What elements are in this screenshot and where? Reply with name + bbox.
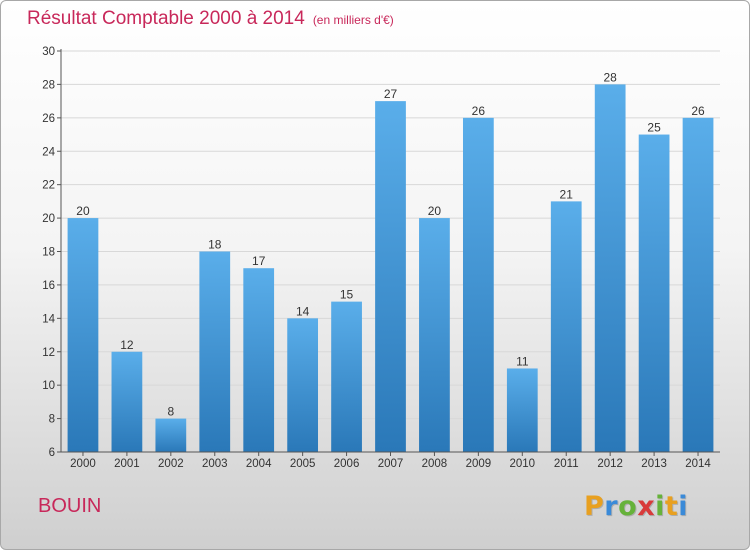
y-tick-label-8: 8 <box>49 414 55 426</box>
bar-value-label-2011: 21 <box>560 187 574 201</box>
bar-2006 <box>331 301 362 452</box>
bar-2012 <box>594 84 626 453</box>
y-tick-label-12: 12 <box>42 347 55 359</box>
x-tick-label-2009: 2009 <box>466 458 492 470</box>
x-tick-label-2013: 2013 <box>641 458 667 470</box>
bar-2009 <box>462 117 494 452</box>
bar-value-label-2007: 27 <box>384 87 398 101</box>
commune-name: BOUIN <box>38 495 102 517</box>
bar-value-label-2005: 14 <box>296 304 310 318</box>
bar-2000 <box>67 218 99 452</box>
bar-2013 <box>638 134 670 452</box>
bar-2011 <box>550 201 582 452</box>
x-tick-label-2004: 2004 <box>246 458 272 470</box>
x-tick-label-2002: 2002 <box>158 458 184 470</box>
bar-2008 <box>419 218 450 452</box>
x-tick-label-2010: 2010 <box>510 458 536 470</box>
x-tick-label-2006: 2006 <box>334 458 360 470</box>
y-tick-label-18: 18 <box>42 247 55 259</box>
chart-title: Résultat Comptable 2000 à 2014 (en millie… <box>27 8 394 30</box>
logo-letter: i <box>678 491 689 522</box>
logo-letter: x <box>637 491 656 522</box>
logo-letter: P <box>584 491 605 522</box>
bar-value-label-2014: 26 <box>691 104 705 118</box>
y-tick-label-30: 30 <box>42 46 55 58</box>
x-tick-label-2012: 2012 <box>597 458 623 470</box>
y-tick-label-6: 6 <box>49 447 55 459</box>
x-tick-label-2000: 2000 <box>70 458 96 470</box>
x-tick-label-2008: 2008 <box>422 458 448 470</box>
bar-2014 <box>682 117 714 452</box>
bar-value-label-2009: 26 <box>472 104 486 118</box>
y-tick-label-16: 16 <box>42 280 55 292</box>
logo-letter: t <box>664 491 679 522</box>
bar-2007 <box>375 101 406 452</box>
bar-value-label-2002: 8 <box>167 405 174 419</box>
logo-letter: o <box>618 491 638 522</box>
y-tick-label-22: 22 <box>42 180 55 192</box>
y-tick-label-24: 24 <box>42 146 55 158</box>
bar-2010 <box>506 368 538 452</box>
bar-2002 <box>155 418 187 452</box>
logo-letter: i <box>655 491 665 522</box>
x-tick-label-2003: 2003 <box>202 458 228 470</box>
bar-value-label-2000: 20 <box>76 204 90 218</box>
x-tick-label-2001: 2001 <box>114 458 140 470</box>
bar-value-label-2013: 25 <box>647 121 661 135</box>
bar-value-label-2012: 28 <box>603 70 617 84</box>
bar-2001 <box>111 351 143 452</box>
bar-value-label-2003: 18 <box>208 238 222 252</box>
x-tick-label-2014: 2014 <box>685 458 711 470</box>
bar-value-label-2008: 20 <box>428 204 442 218</box>
y-tick-label-28: 28 <box>42 79 55 91</box>
x-tick-label-2007: 2007 <box>378 458 404 470</box>
bar-value-label-2006: 15 <box>340 288 354 302</box>
x-tick-label-2011: 2011 <box>554 458 579 470</box>
logo-letter: r <box>604 491 619 522</box>
chart-title-text: Résultat Comptable 2000 à 2014 <box>27 8 305 29</box>
bar-2005 <box>287 318 319 452</box>
y-tick-label-20: 20 <box>42 213 55 225</box>
bar-value-label-2010: 11 <box>516 354 529 368</box>
y-tick-label-26: 26 <box>42 113 55 125</box>
chart-subtitle: (en milliers d'€) <box>312 13 394 27</box>
proxiti-logo: Proxiti <box>584 491 688 522</box>
y-tick-label-10: 10 <box>42 380 55 392</box>
bar-2004 <box>243 268 275 452</box>
bar-2003 <box>199 251 231 452</box>
y-tick-label-14: 14 <box>42 313 55 325</box>
bar-value-label-2004: 17 <box>252 254 266 268</box>
x-tick-label-2005: 2005 <box>290 458 316 470</box>
bar-value-label-2001: 12 <box>120 338 134 352</box>
